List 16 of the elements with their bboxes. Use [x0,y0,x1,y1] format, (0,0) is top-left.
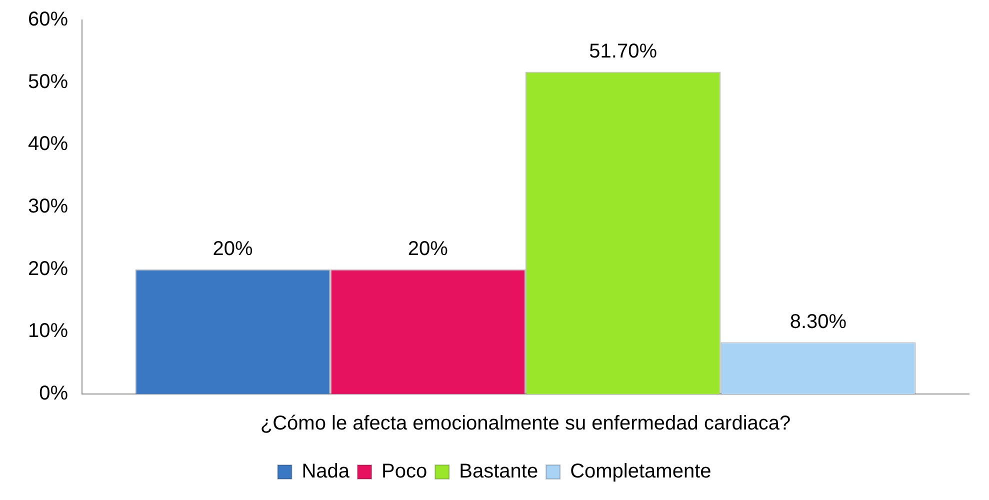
y-tick-label: 50% [28,70,68,93]
data-label: 51.70% [589,40,658,62]
x-tick-label: ¿Cómo le afecta emocionalmente su enfermedad cardiaca? [260,412,791,435]
y-tick-label: 20% [28,258,68,280]
y-tick-label: 10% [28,320,68,342]
y-tick-label: 0% [39,382,68,405]
data-label: 8.30% [790,310,847,333]
y-tick-label: 60% [28,8,68,31]
y-tick-label: 30% [28,196,68,218]
legend-label: Completamente [570,460,712,483]
legend-label: Bastante [459,460,538,483]
data-label: 20% [408,238,448,260]
legend-label: Poco [382,460,428,483]
data-label: 20% [212,238,254,260]
y-tick-label: 40% [28,133,68,156]
legend-label: Nada [302,460,350,483]
